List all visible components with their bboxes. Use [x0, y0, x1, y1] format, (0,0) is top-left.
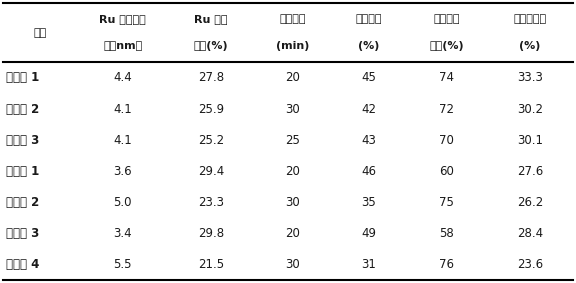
- Text: (%): (%): [520, 41, 541, 51]
- Text: 径（nm）: 径（nm）: [103, 41, 142, 51]
- Text: 45: 45: [362, 72, 376, 85]
- Text: 例子: 例子: [33, 28, 47, 38]
- Text: 4.1: 4.1: [113, 134, 132, 147]
- Text: 23.3: 23.3: [198, 196, 224, 209]
- Text: 择性(%): 择性(%): [429, 41, 464, 51]
- Text: 49: 49: [361, 227, 377, 240]
- Text: 对比例 2: 对比例 2: [6, 196, 39, 209]
- Text: 30.2: 30.2: [517, 103, 543, 115]
- Text: 20: 20: [285, 72, 300, 85]
- Text: 反应时间: 反应时间: [279, 14, 306, 25]
- Text: 27.8: 27.8: [198, 72, 224, 85]
- Text: 20: 20: [285, 227, 300, 240]
- Text: 46: 46: [361, 165, 377, 178]
- Text: 29.4: 29.4: [198, 165, 224, 178]
- Text: 76: 76: [439, 258, 454, 271]
- Text: 实施例 1: 实施例 1: [6, 72, 39, 85]
- Text: 环己烯收率: 环己烯收率: [514, 14, 547, 25]
- Text: 5.0: 5.0: [113, 196, 132, 209]
- Text: 26.2: 26.2: [517, 196, 543, 209]
- Text: 实施例 2: 实施例 2: [6, 103, 39, 115]
- Text: 3.4: 3.4: [113, 227, 132, 240]
- Text: 28.4: 28.4: [517, 227, 543, 240]
- Text: 43: 43: [362, 134, 376, 147]
- Text: 3.6: 3.6: [113, 165, 132, 178]
- Text: 25.9: 25.9: [198, 103, 224, 115]
- Text: 74: 74: [439, 72, 454, 85]
- Text: 33.3: 33.3: [517, 72, 543, 85]
- Text: 75: 75: [439, 196, 454, 209]
- Text: Ru 的平均粒: Ru 的平均粒: [100, 14, 146, 25]
- Text: 30: 30: [285, 103, 300, 115]
- Text: 21.5: 21.5: [198, 258, 224, 271]
- Text: 30.1: 30.1: [517, 134, 543, 147]
- Text: 25.2: 25.2: [198, 134, 224, 147]
- Text: 31: 31: [362, 258, 376, 271]
- Text: 4.1: 4.1: [113, 103, 132, 115]
- Text: 30: 30: [285, 196, 300, 209]
- Text: 27.6: 27.6: [517, 165, 543, 178]
- Text: 30: 30: [285, 258, 300, 271]
- Text: 散度(%): 散度(%): [194, 41, 228, 51]
- Text: 20: 20: [285, 165, 300, 178]
- Text: 苯转化率: 苯转化率: [355, 14, 382, 25]
- Text: 环己烯选: 环己烯选: [433, 14, 460, 25]
- Text: 35: 35: [362, 196, 376, 209]
- Text: 70: 70: [439, 134, 454, 147]
- Text: Ru 的分: Ru 的分: [194, 14, 228, 25]
- Text: 4.4: 4.4: [113, 72, 132, 85]
- Text: 60: 60: [439, 165, 454, 178]
- Text: 5.5: 5.5: [113, 258, 132, 271]
- Text: 25: 25: [285, 134, 300, 147]
- Text: 对比例 3: 对比例 3: [6, 227, 39, 240]
- Text: (%): (%): [358, 41, 380, 51]
- Text: 29.8: 29.8: [198, 227, 224, 240]
- Text: 23.6: 23.6: [517, 258, 543, 271]
- Text: 72: 72: [439, 103, 454, 115]
- Text: 对比例 4: 对比例 4: [6, 258, 39, 271]
- Text: 58: 58: [439, 227, 454, 240]
- Text: 实施例 3: 实施例 3: [6, 134, 39, 147]
- Text: (min): (min): [276, 41, 309, 51]
- Text: 42: 42: [361, 103, 377, 115]
- Text: 对比例 1: 对比例 1: [6, 165, 39, 178]
